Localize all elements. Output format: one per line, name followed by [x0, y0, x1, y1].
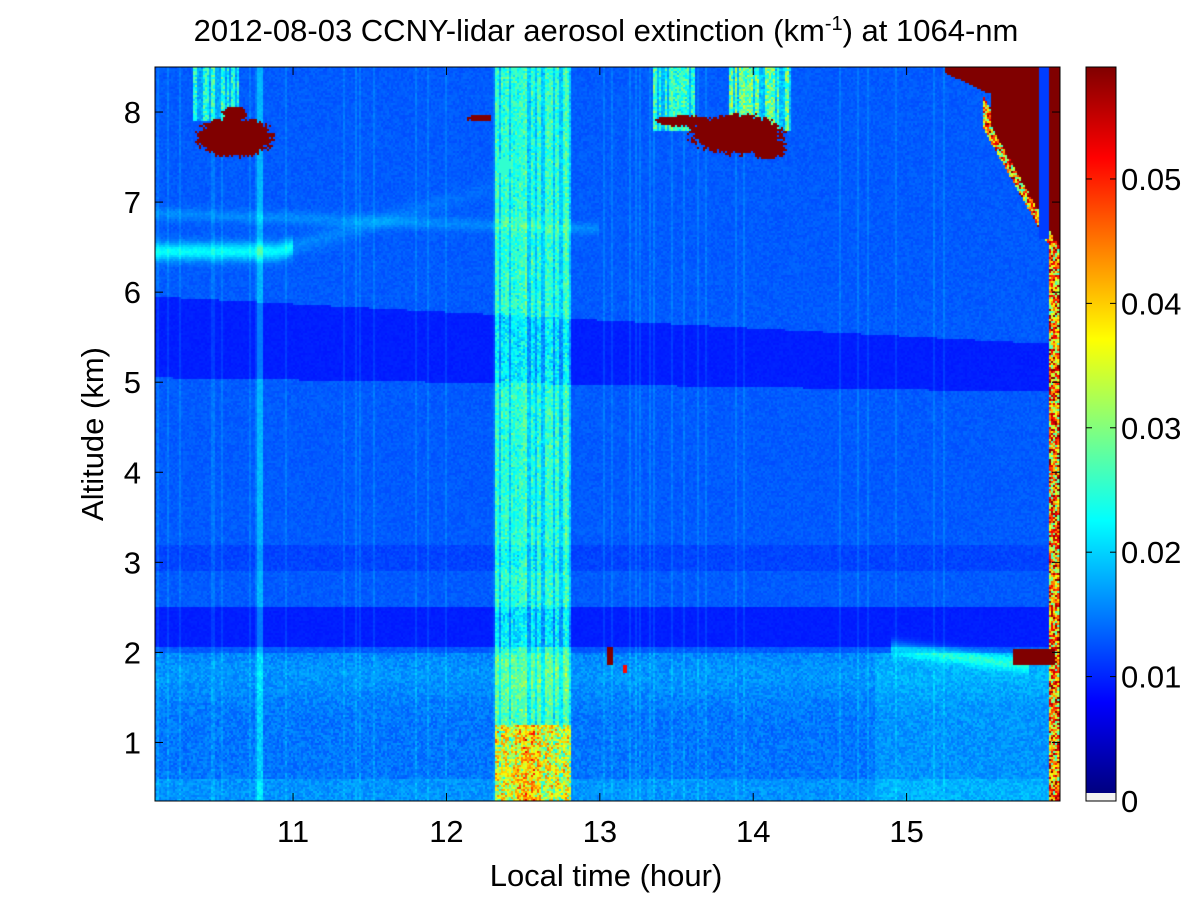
y-tick-label: 8	[124, 95, 141, 130]
y-tick-label: 7	[124, 185, 141, 220]
colorbar	[1086, 67, 1116, 793]
y-tick-label: 4	[124, 455, 141, 490]
plot-frame	[154, 66, 1061, 802]
y-tick-label: 3	[124, 545, 141, 580]
y-tick-label: 5	[124, 365, 141, 400]
x-tick-label: 14	[736, 814, 770, 849]
x-tick-label: 13	[583, 814, 617, 849]
x-tick-label: 15	[889, 814, 923, 849]
x-axis-label: Local time (hour)	[490, 858, 723, 893]
y-axis: 1 2 3 4 5 6 7 8	[124, 95, 1060, 760]
colorbar-underflow-swatch	[1086, 793, 1116, 801]
y-tick-label: 1	[124, 725, 141, 760]
y-tick-label: 6	[124, 275, 141, 310]
x-axis: 11 12 13 14 15	[277, 67, 924, 849]
colorbar-frame	[1085, 66, 1117, 802]
x-tick-label: 11	[277, 814, 309, 849]
colorbar-tick-label: 0.01	[1121, 660, 1181, 695]
colorbar-tick-label: 0.03	[1121, 411, 1181, 446]
y-axis-label: Altitude (km)	[75, 347, 110, 521]
chart-title: 2012-08-03 CCNY-lidar aerosol extinction…	[194, 13, 1019, 48]
x-tick-label: 12	[429, 814, 463, 849]
extinction-heatmap	[155, 67, 1060, 801]
colorbar-tick-label: 0.05	[1121, 162, 1181, 197]
colorbar-tick-label: 0	[1121, 784, 1138, 819]
y-tick-label: 2	[124, 635, 141, 670]
plot-area	[155, 67, 1060, 801]
colorbar-tick-label: 0.04	[1121, 286, 1181, 321]
colorbar-tick-label: 0.02	[1121, 535, 1181, 570]
colorbar-ticks: 0 0.01 0.02 0.03 0.04 0.05	[1086, 162, 1181, 819]
